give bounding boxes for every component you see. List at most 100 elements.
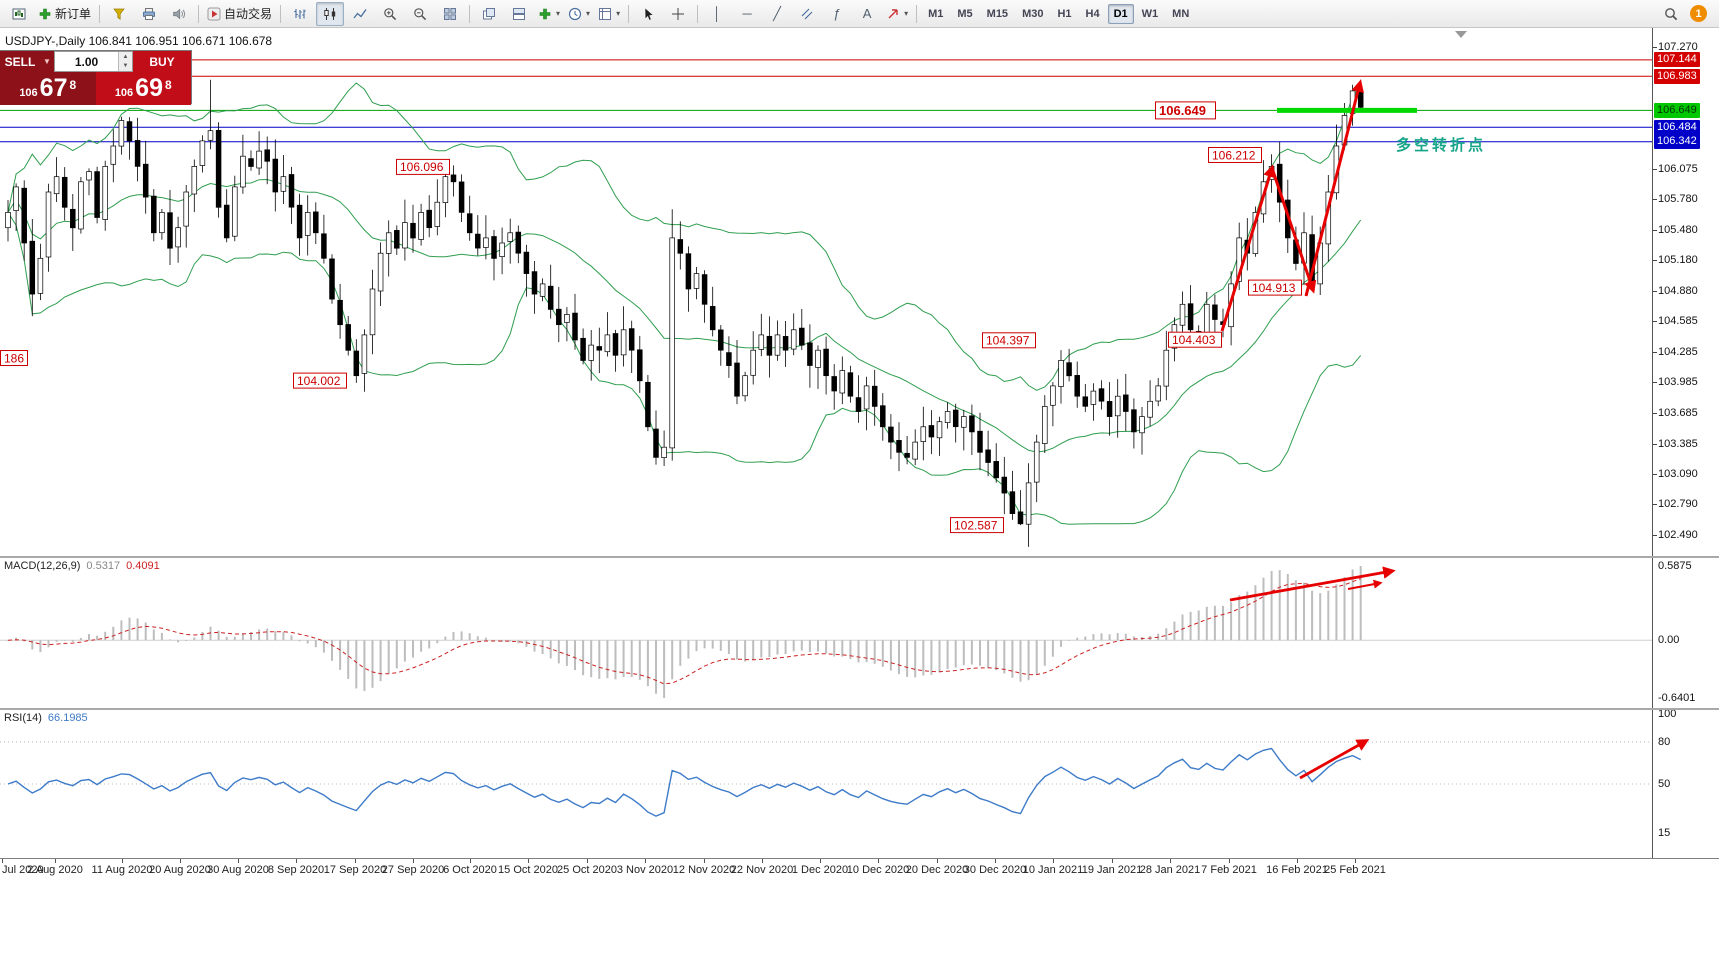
zoom-out-button[interactable] (406, 2, 434, 26)
auto-trading-icon (207, 7, 221, 21)
channel-tool-button[interactable] (793, 2, 821, 26)
axis-price-label: 104.285 (1658, 345, 1698, 358)
price-axis[interactable]: 107.270 106.075 105.780 105.480 105.180 104.8… (1652, 28, 1719, 858)
time-axis-label: 2 Aug 2020 (27, 864, 83, 876)
axis-price-label: 105.780 (1658, 193, 1698, 206)
arrows-tool-button[interactable]: ▾ (883, 2, 911, 26)
svg-text:104.002: 104.002 (297, 374, 341, 388)
svg-text:106.212: 106.212 (1212, 148, 1256, 162)
trade-panel-dropdown[interactable]: ▼ (40, 51, 54, 72)
bar-chart-mode-button[interactable] (286, 2, 314, 26)
time-axis-tick (762, 859, 763, 863)
auto-trading-button[interactable]: 自动交易 (204, 2, 275, 26)
rsi-indicator-chart[interactable] (0, 710, 1652, 858)
axis-tick (1653, 504, 1657, 506)
panel-splitter[interactable] (0, 556, 1719, 558)
volume-input[interactable] (55, 52, 118, 71)
line-chart-mode-button[interactable] (346, 2, 374, 26)
time-axis-tick (180, 859, 181, 863)
timeframe-mn-button[interactable]: MN (1172, 7, 1190, 20)
cursor-tool-button[interactable] (634, 2, 662, 26)
search-button[interactable] (1657, 2, 1685, 26)
time-axis-label: 12 Nov 2020 (672, 864, 736, 876)
data-funnel-icon (112, 7, 126, 21)
panel-splitter[interactable] (0, 708, 1719, 710)
data-funnel-button[interactable] (105, 2, 133, 26)
trendline-tool-icon: ╱ (773, 6, 781, 21)
fibonacci-tool-icon: ƒ (833, 6, 841, 21)
axis-tick (1653, 229, 1657, 231)
sell-tab[interactable]: SELL (0, 51, 40, 72)
timeframe-m1-button[interactable]: M1 (928, 7, 944, 20)
time-axis-tick (413, 859, 414, 863)
buy-button[interactable]: 106 69 8 (95, 72, 191, 105)
time-axis-tick (122, 859, 123, 863)
axis-price-label: 103.985 (1658, 376, 1698, 389)
time-axis-tick (355, 859, 356, 863)
timeframe-d1-button[interactable]: D1 (1107, 3, 1134, 24)
vertical-line-tool-button[interactable]: │ (703, 2, 731, 26)
timeframe-m5-button[interactable]: M5 (957, 7, 973, 20)
chart-window-button[interactable] (5, 2, 33, 26)
horizontal-line-tool-button[interactable]: ─ (733, 2, 761, 26)
text-tool-button[interactable]: A (853, 2, 881, 26)
sell-button[interactable]: 106 67 8 (0, 72, 96, 105)
time-axis-label: 15 Oct 2020 (498, 864, 558, 876)
auto-trading-label: 自动交易 (224, 7, 273, 21)
new-order-button[interactable]: 新订单 (35, 2, 94, 26)
axis-line-price-badge: 106.983 (1654, 68, 1700, 84)
axis-price-label: 103.685 (1658, 407, 1698, 419)
news-speaker-button[interactable] (165, 2, 193, 26)
time-axis-label: 10 Dec 2020 (846, 864, 910, 876)
time-axis[interactable]: Jul 2020 2 Aug 2020 11 Aug 2020 20 Aug 2020… (0, 858, 1719, 881)
fibonacci-tool-button[interactable]: ƒ (823, 2, 851, 26)
time-axis-label: 1 Dec 2020 (791, 864, 849, 876)
time-axis-tick (645, 859, 646, 863)
timeframe-h4-button[interactable]: H4 (1085, 7, 1100, 20)
toolbar: 新订单 自动交易 ▾ ▾ ▾ │ ─ ╱ ƒ A ▾ M1 M5 M15 M30 H1 H4 D1 W1 MN 1 (0, 0, 1719, 28)
axis-price-label: 107.270 (1658, 41, 1698, 53)
indicators-button[interactable]: ▾ (535, 2, 563, 26)
print-button[interactable] (135, 2, 163, 26)
macd-axis-label: 0.5875 (1658, 560, 1692, 572)
time-axis-label: 22 Nov 2020 (730, 864, 794, 876)
cascade-windows-icon (482, 7, 496, 21)
timeframe-m15-button[interactable]: M15 (986, 7, 1009, 20)
axis-tick (1653, 47, 1657, 48)
price-flag-label: 104.403 (1168, 331, 1222, 348)
time-axis-label: 20 Dec 2020 (905, 864, 969, 876)
toolbar-separator (469, 4, 471, 23)
trendline-tool-button[interactable]: ╱ (763, 2, 791, 26)
svg-text:104.913: 104.913 (1252, 281, 1296, 295)
tile-windows-icon (443, 7, 457, 21)
time-axis-tick (55, 859, 56, 863)
toolbar-separator (99, 4, 101, 23)
timeframe-h1-button[interactable]: H1 (1057, 7, 1072, 20)
toolbar-separator (697, 4, 699, 23)
time-axis-tick (878, 859, 879, 863)
templates-button[interactable]: ▾ (595, 2, 623, 26)
candlestick-mode-button[interactable] (316, 1, 345, 26)
notifications-badge[interactable]: 1 (1690, 5, 1707, 22)
tile-horizontal-button[interactable] (505, 2, 533, 26)
buy-tab[interactable]: BUY (133, 51, 191, 72)
timeframe-m30-button[interactable]: M30 (1022, 7, 1044, 20)
new-order-label: 新订单 (55, 7, 92, 21)
volume-down-button[interactable]: ▼ (119, 61, 132, 71)
cursor-tool-icon (641, 6, 655, 21)
candlestick-mode-icon (323, 7, 337, 21)
tile-windows-button[interactable] (436, 2, 464, 26)
time-axis-tick (1229, 859, 1230, 863)
search-icon (1664, 7, 1678, 21)
price-chart[interactable]: 106.649 106.212 106.096 104.913 104.403 104.3… (0, 28, 1652, 556)
time-axis-label: 28 Jan 2021 (1139, 864, 1201, 876)
volume-up-button[interactable]: ▲ (119, 52, 132, 62)
periods-button[interactable]: ▾ (565, 2, 593, 26)
crosshair-tool-button[interactable] (664, 2, 692, 26)
macd-indicator-chart[interactable] (0, 558, 1652, 708)
cascade-windows-button[interactable] (475, 2, 503, 26)
time-axis-tick (470, 859, 471, 863)
timeframe-w1-button[interactable]: W1 (1141, 7, 1159, 20)
time-axis-tick (1297, 859, 1298, 863)
zoom-in-button[interactable] (376, 2, 404, 26)
